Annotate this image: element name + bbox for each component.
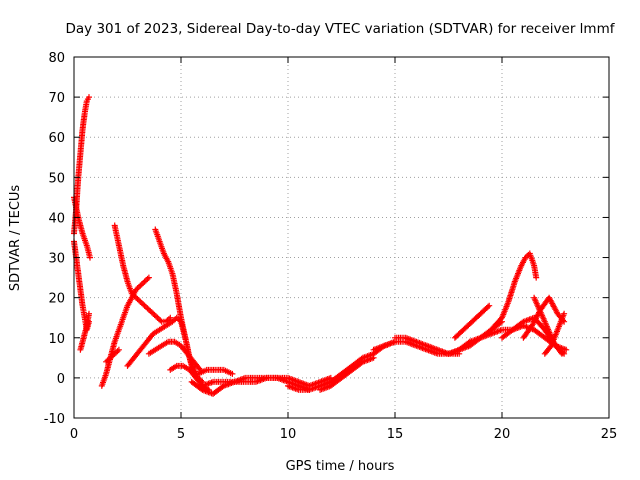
y-tick-label: 70 <box>48 91 65 106</box>
data-point <box>108 353 115 360</box>
y-tick-label: -10 <box>44 412 65 427</box>
x-tick-label: 10 <box>280 427 297 442</box>
x-axis-label: GPS time / hours <box>286 459 395 474</box>
data-point <box>87 254 93 261</box>
data-points <box>71 94 570 397</box>
data-point <box>533 274 540 281</box>
data-point <box>561 310 568 317</box>
data-point <box>558 349 564 356</box>
y-tick-label: 30 <box>48 252 65 267</box>
x-tick-label: 5 <box>177 427 185 442</box>
data-point <box>145 274 152 281</box>
data-point <box>486 302 493 309</box>
data-point <box>558 350 565 357</box>
y-tick-label: 20 <box>48 292 65 307</box>
x-tick-label: 15 <box>387 427 404 442</box>
data-point <box>115 346 122 353</box>
grid-lines <box>74 57 609 418</box>
y-tick-label: 10 <box>48 332 65 347</box>
y-axis-label: SDTVAR / TECUs <box>8 185 23 292</box>
data-point <box>86 94 92 101</box>
data-point <box>86 310 92 317</box>
data-point <box>370 354 377 361</box>
data-point <box>229 370 236 377</box>
x-tick-label: 20 <box>494 427 511 442</box>
y-tick-label: 50 <box>48 171 65 186</box>
y-tick-label: 0 <box>57 372 65 387</box>
axis-ticks: 0 5 10 15 20 25 -10 0 10 20 30 40 50 60 70 80 <box>44 51 618 442</box>
x-tick-label: 0 <box>70 427 78 442</box>
data-point <box>484 303 491 310</box>
plot-frame <box>73 56 610 419</box>
y-tick-label: 40 <box>48 211 65 226</box>
y-tick-label: 80 <box>48 51 65 66</box>
y-tick-label: 60 <box>48 131 65 146</box>
chart-title: Day 301 of 2023, Sidereal Day-to-day VTE… <box>66 21 616 37</box>
x-tick-label: 25 <box>601 427 618 442</box>
data-point <box>563 346 570 353</box>
